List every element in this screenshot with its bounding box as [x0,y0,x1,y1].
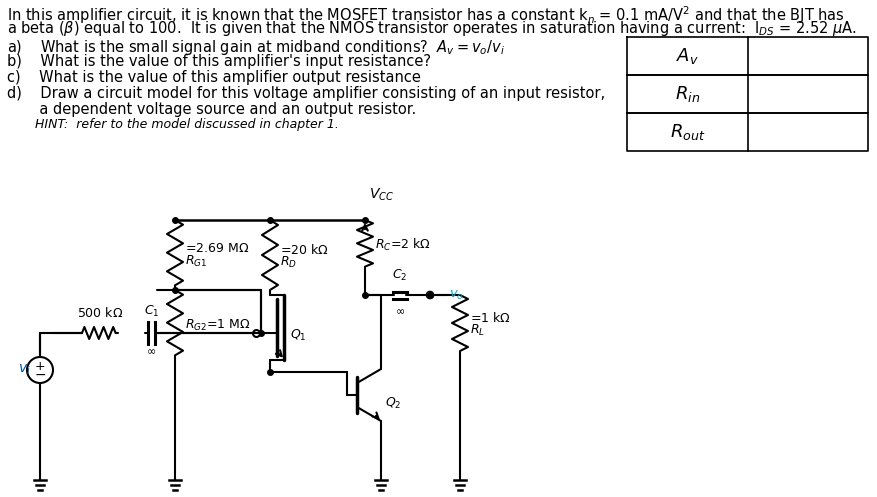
Text: +: + [35,359,46,372]
Text: $\infty$: $\infty$ [146,346,156,356]
Text: 500 k$\Omega$: 500 k$\Omega$ [77,306,123,320]
Text: $R_{in}$: $R_{in}$ [674,84,699,104]
Text: $Q_2$: $Q_2$ [384,396,401,411]
Text: $R_{out}$: $R_{out}$ [669,122,704,142]
Text: $\infty$: $\infty$ [395,306,404,316]
Text: $A_v$: $A_v$ [675,46,698,66]
Text: =2.69 M$\Omega$: =2.69 M$\Omega$ [185,242,249,254]
Text: c)    What is the value of this amplifier output resistance: c) What is the value of this amplifier o… [7,70,420,85]
Text: a beta ($\beta$) equal to 100.  It is given that the NMOS transistor operates in: a beta ($\beta$) equal to 100. It is giv… [7,19,856,38]
Text: −: − [34,368,46,382]
Text: $R_{G1}$: $R_{G1}$ [185,253,207,268]
Text: d)    Draw a circuit model for this voltage amplifier consisting of an input res: d) Draw a circuit model for this voltage… [7,86,604,101]
Text: $Q_1$: $Q_1$ [289,328,306,342]
Text: b)    What is the value of this amplifier's input resistance?: b) What is the value of this amplifier's… [7,54,431,69]
Text: a)    What is the small signal gain at midband conditions?  $\mathit{A}_v = v_o/: a) What is the small signal gain at midb… [7,38,504,57]
Text: $V_{CC}$: $V_{CC}$ [368,186,394,203]
Text: =20 k$\Omega$: =20 k$\Omega$ [280,243,328,256]
Text: $v_o$: $v_o$ [448,288,464,302]
Text: $R_C$=2 k$\Omega$: $R_C$=2 k$\Omega$ [374,237,431,253]
Text: $R_{G2}$=1 M$\Omega$: $R_{G2}$=1 M$\Omega$ [185,318,251,332]
Text: HINT:  refer to the model discussed in chapter 1.: HINT: refer to the model discussed in ch… [7,118,339,131]
Text: In this amplifier circuit, it is known that the MOSFET transistor has a constant: In this amplifier circuit, it is known t… [7,4,844,26]
Text: =1 k$\Omega$: =1 k$\Omega$ [469,311,510,325]
Text: $C_1$: $C_1$ [144,304,159,319]
Text: $v_i$: $v_i$ [18,363,31,377]
Text: $C_2$: $C_2$ [392,268,407,283]
Text: a dependent voltage source and an output resistor.: a dependent voltage source and an output… [7,102,416,117]
Text: $R_L$: $R_L$ [469,323,484,337]
Text: $R_D$: $R_D$ [280,255,296,270]
